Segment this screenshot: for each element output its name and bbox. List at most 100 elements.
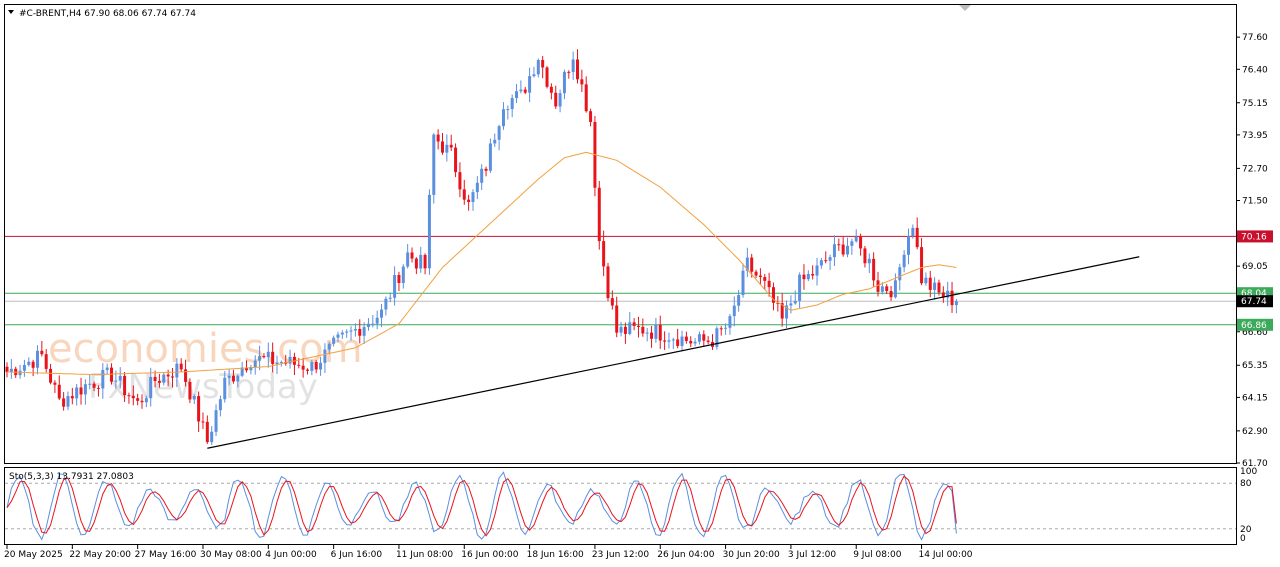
candle[interactable] [793, 290, 797, 305]
candle[interactable] [388, 292, 392, 303]
candle[interactable] [728, 314, 732, 335]
candle[interactable] [380, 303, 384, 328]
candle[interactable] [798, 272, 802, 309]
candle[interactable] [941, 286, 945, 303]
candle[interactable] [393, 266, 397, 306]
candle[interactable] [928, 270, 932, 298]
candle[interactable] [153, 370, 157, 388]
candle[interactable] [149, 367, 153, 407]
candle[interactable] [35, 345, 39, 375]
candle[interactable] [715, 326, 719, 350]
candle[interactable] [123, 371, 127, 403]
candle[interactable] [680, 330, 684, 352]
candle[interactable] [523, 87, 527, 95]
candle[interactable] [349, 326, 353, 341]
candle[interactable] [667, 332, 671, 349]
candle[interactable] [911, 224, 915, 239]
candle[interactable] [515, 83, 519, 104]
scroll-marker-icon[interactable] [959, 5, 971, 11]
trendline[interactable] [207, 256, 1140, 449]
candle[interactable] [837, 238, 841, 251]
candle[interactable] [454, 143, 458, 178]
candle[interactable] [593, 115, 597, 197]
candle[interactable] [719, 326, 723, 336]
candle[interactable] [811, 265, 815, 280]
candle[interactable] [140, 394, 144, 409]
candle[interactable] [40, 340, 44, 357]
candle[interactable] [245, 360, 249, 373]
candle[interactable] [741, 263, 745, 298]
candle[interactable] [240, 361, 244, 378]
candle[interactable] [92, 381, 96, 392]
candle[interactable] [802, 264, 806, 290]
candle[interactable] [645, 328, 649, 342]
candle[interactable] [467, 194, 471, 211]
candle[interactable] [567, 70, 571, 79]
candle[interactable] [615, 296, 619, 338]
candle[interactable] [44, 349, 48, 373]
candle[interactable] [401, 264, 405, 289]
candle[interactable] [414, 257, 418, 275]
candle[interactable] [327, 341, 331, 355]
candle[interactable] [375, 310, 379, 330]
candle[interactable] [702, 330, 706, 347]
candle[interactable] [950, 281, 954, 313]
candle[interactable] [449, 134, 453, 152]
candle[interactable] [427, 189, 431, 275]
candle[interactable] [471, 189, 475, 211]
candle[interactable] [763, 273, 767, 290]
candle[interactable] [819, 257, 823, 269]
candle[interactable] [305, 368, 309, 375]
candle[interactable] [419, 246, 423, 273]
candle[interactable] [619, 321, 623, 337]
candle[interactable] [253, 355, 257, 375]
candle[interactable] [589, 108, 593, 127]
price-panel[interactable] [4, 4, 1237, 464]
candle[interactable] [436, 129, 440, 150]
candle[interactable] [314, 360, 318, 374]
candle[interactable] [776, 296, 780, 312]
candle[interactable] [536, 58, 540, 78]
candle[interactable] [484, 166, 488, 177]
candle[interactable] [902, 250, 906, 273]
candle[interactable] [628, 312, 632, 336]
stoch-signal-line[interactable] [6, 475, 957, 537]
candle[interactable] [863, 245, 867, 268]
candle[interactable] [406, 244, 410, 269]
candle[interactable] [663, 331, 667, 350]
candle[interactable] [462, 179, 466, 205]
candle[interactable] [541, 55, 545, 79]
candle[interactable] [66, 391, 70, 411]
candle[interactable] [197, 391, 201, 432]
candle[interactable] [754, 269, 758, 279]
collapse-triangle-icon[interactable] [8, 10, 14, 14]
candle[interactable] [650, 326, 654, 348]
candle[interactable] [854, 229, 858, 243]
candle[interactable] [676, 328, 680, 349]
candle[interactable] [893, 273, 897, 299]
candle[interactable] [410, 247, 414, 263]
candle[interactable] [880, 282, 884, 295]
candle[interactable] [745, 247, 749, 278]
candle[interactable] [366, 318, 370, 331]
candle[interactable] [323, 343, 327, 374]
candle[interactable] [732, 296, 736, 327]
candle[interactable] [83, 379, 87, 405]
candle[interactable] [571, 51, 575, 80]
candle[interactable] [397, 271, 401, 292]
candle[interactable] [288, 349, 292, 369]
candle[interactable] [689, 336, 693, 348]
candle[interactable] [345, 329, 349, 338]
candle[interactable] [497, 124, 501, 151]
candle[interactable] [501, 102, 505, 130]
candle[interactable] [724, 323, 728, 335]
candle[interactable] [258, 345, 262, 371]
candle[interactable] [510, 94, 514, 118]
candle[interactable] [53, 380, 57, 393]
candle[interactable] [184, 359, 188, 387]
candle[interactable] [806, 270, 810, 282]
candle[interactable] [850, 238, 854, 255]
candle[interactable] [610, 290, 614, 310]
candle[interactable] [96, 385, 100, 397]
